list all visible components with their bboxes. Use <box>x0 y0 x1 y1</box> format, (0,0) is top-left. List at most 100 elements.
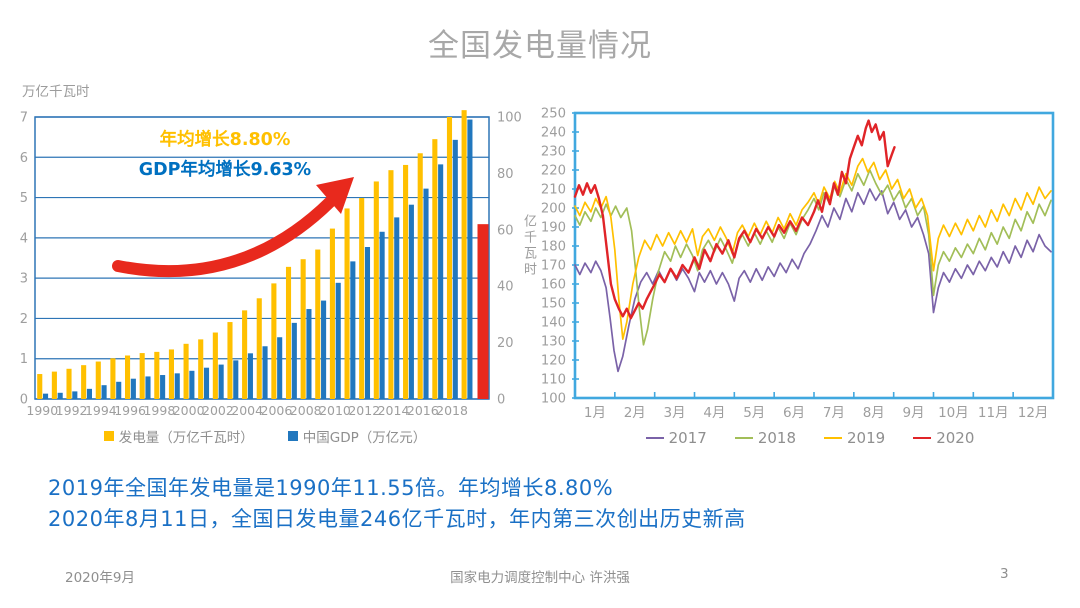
generation-bar <box>285 266 292 399</box>
month-tick-label: 1月 <box>584 405 606 421</box>
year-tick: 1996 <box>114 403 146 418</box>
series-2020-line <box>573 119 896 320</box>
y-tick-label: 210 <box>541 183 566 198</box>
legend-item: 2018 <box>734 429 796 447</box>
year-tick: 2002 <box>202 403 234 418</box>
gdp-bar <box>306 309 312 399</box>
y-tick-label: 170 <box>541 259 566 274</box>
line-chart-y-axis-label: 亿千瓦时 <box>521 214 536 278</box>
y-tick-label: 100 <box>541 392 566 407</box>
gdp-bar <box>291 322 297 399</box>
y-tick-label: 150 <box>541 297 566 312</box>
left-axis-tick: 4 <box>20 231 28 246</box>
y-tick-label: 130 <box>541 335 566 350</box>
red-highlight-bar <box>477 224 489 399</box>
y-tick-label: 220 <box>541 164 566 179</box>
legend-swatch <box>913 436 932 440</box>
y-tick-label: 140 <box>541 316 566 331</box>
year-tick: 1990 <box>26 403 58 418</box>
annotation-gdp-growth: GDP年均增长9.63% <box>138 160 312 180</box>
bar-chart-unit-label: 万亿千瓦时 <box>22 84 90 100</box>
gdp-bar <box>438 164 444 399</box>
generation-bar <box>37 374 43 399</box>
y-tick-label: 200 <box>541 202 566 217</box>
legend-label: 发电量（万亿千瓦时） <box>118 430 254 446</box>
gdp-bar <box>394 217 400 399</box>
left-axis-tick: 1 <box>20 352 28 367</box>
generation-bar <box>154 351 160 399</box>
gdp-bar <box>218 364 224 399</box>
gdp-bar <box>174 373 180 399</box>
legend-swatch <box>287 431 298 441</box>
gdp-bar <box>189 370 195 399</box>
year-tick: 2012 <box>348 403 380 418</box>
gdp-bar <box>321 300 327 399</box>
generation-bar <box>183 343 189 399</box>
gdp-bar <box>57 392 63 399</box>
line-plot-border <box>573 111 1055 400</box>
left-axis-tick: 5 <box>20 191 28 206</box>
generation-bar <box>432 139 438 399</box>
month-tick-label: 8月 <box>863 405 885 421</box>
year-tick: 2018 <box>436 403 468 418</box>
note-line-1: 2019年全国年发电量是1990年11.55倍。年均增长8.80% <box>48 476 614 500</box>
y-tick-label: 240 <box>541 126 566 141</box>
right-axis-tick: 0 <box>497 393 505 408</box>
legend-label: 2017 <box>668 429 707 447</box>
series-2017-line <box>574 188 1052 373</box>
generation-bar <box>329 228 335 399</box>
month-tick-label: 3月 <box>664 405 686 421</box>
growth-arrow-head <box>316 177 354 214</box>
page-number: 3 <box>1000 566 1009 582</box>
series-2018-line <box>574 169 1052 346</box>
y-tick-label: 120 <box>541 354 566 369</box>
year-tick: 1992 <box>56 403 88 418</box>
generation-bar <box>373 181 379 399</box>
line-chart-legend: 2017 2018 2019 2020 <box>590 429 1030 447</box>
month-tick-label: 9月 <box>903 405 925 421</box>
generation-bar <box>256 298 262 399</box>
gdp-bar <box>364 247 371 399</box>
legend-item: 发电量（万亿千瓦时） <box>103 426 254 446</box>
year-tick: 2000 <box>173 403 205 418</box>
gdp-bar <box>86 388 92 399</box>
generation-bar <box>417 153 423 399</box>
gdp-bar <box>130 378 136 399</box>
gdp-bar <box>101 385 107 399</box>
left-axis-tick: 6 <box>20 151 28 166</box>
generation-bar <box>66 368 72 399</box>
generation-bar <box>198 339 204 399</box>
generation-bar <box>403 164 409 399</box>
year-tick: 2016 <box>407 403 439 418</box>
growth-arrow-body <box>112 196 336 278</box>
generation-bar <box>242 310 248 399</box>
generation-bar <box>315 249 321 399</box>
legend-swatch <box>734 436 753 440</box>
bar-plot-border <box>34 116 490 400</box>
legend-item: 2017 <box>645 429 707 447</box>
gdp-bar <box>43 393 49 399</box>
legend-item: 2020 <box>913 429 974 447</box>
y-tick-label: 180 <box>541 240 566 255</box>
year-tick: 1998 <box>143 403 175 418</box>
year-tick: 2008 <box>290 403 322 418</box>
gdp-bar <box>423 188 429 399</box>
legend-item: 2019 <box>824 429 885 447</box>
generation-bar <box>139 353 145 399</box>
footer-organization: 国家电力调度控制中心 许洪强 <box>450 570 630 586</box>
right-axis-tick: 100 <box>497 111 522 126</box>
gdp-bar <box>233 360 239 399</box>
right-axis-tick: 80 <box>497 167 514 182</box>
footer-date: 2020年9月 <box>65 570 135 586</box>
month-tick-label: 7月 <box>823 405 845 421</box>
gdp-bar <box>145 376 151 399</box>
generation-bar <box>227 322 233 399</box>
gdp-bar <box>262 346 268 399</box>
generation-bar <box>359 197 365 399</box>
y-tick-label: 160 <box>541 278 566 293</box>
bar-chart-legend: 发电量（万亿千瓦时） 中国GDP（万亿元） <box>30 426 500 446</box>
gdp-bar <box>160 375 166 399</box>
generation-bar <box>300 259 306 399</box>
page-title: 全国发电量情况 <box>428 28 652 64</box>
gdp-bar <box>467 119 473 400</box>
